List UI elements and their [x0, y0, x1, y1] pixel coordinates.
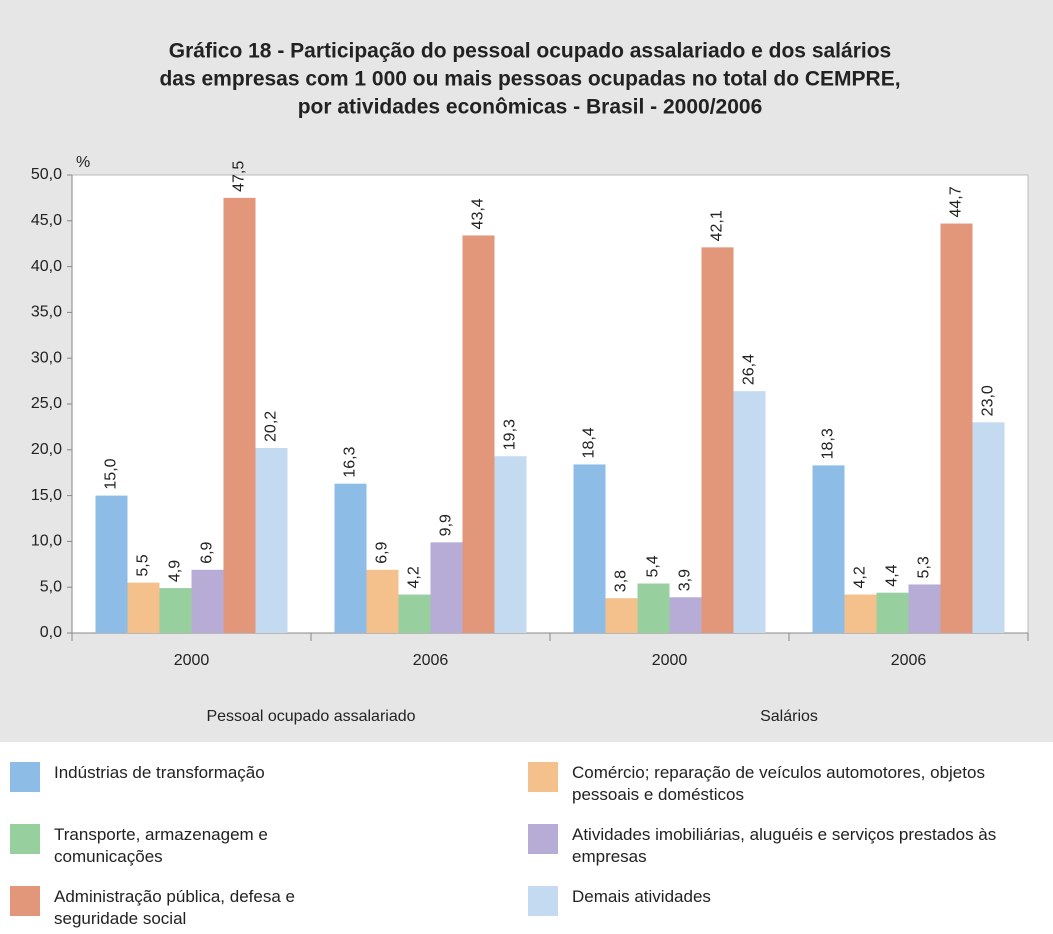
legend-item: Atividades imobiliárias, aluguéis e serv…	[528, 824, 1053, 868]
legend-swatch	[528, 824, 558, 854]
legend-item: Transporte, armazenagem e comunicações	[10, 824, 340, 868]
bar	[605, 598, 638, 633]
bar	[159, 588, 192, 633]
bar	[733, 391, 766, 633]
y-tick-label: 50,0	[31, 166, 62, 183]
y-tick-label: 15,0	[31, 487, 62, 504]
value-label: 3,8	[613, 570, 630, 592]
bar	[430, 542, 463, 633]
legend-label: Transporte, armazenagem e comunicações	[54, 825, 268, 866]
bar	[669, 597, 702, 633]
value-label: 42,1	[709, 210, 726, 241]
bar	[637, 583, 670, 633]
bar	[940, 223, 973, 633]
value-label: 20,2	[263, 411, 280, 442]
x-tick-label: 2006	[891, 652, 927, 669]
y-tick-label: 45,0	[31, 212, 62, 229]
chart-title: Gráfico 18 - Participação do pessoal ocu…	[169, 40, 891, 63]
group-label: Salários	[760, 708, 818, 725]
bar	[127, 582, 160, 633]
y-axis-label: %	[76, 154, 90, 171]
group-label: Pessoal ocupado assalariado	[206, 708, 415, 725]
y-tick-label: 0,0	[40, 624, 62, 641]
bar	[812, 465, 845, 633]
value-label: 23,0	[980, 385, 997, 416]
value-label: 15,0	[103, 458, 120, 489]
value-label: 5,3	[916, 556, 933, 578]
legend-label: Administração pública, defesa e segurida…	[54, 887, 295, 928]
chart: Gráfico 18 - Participação do pessoal ocu…	[0, 0, 1053, 742]
legend-swatch	[10, 824, 40, 854]
value-label: 5,5	[135, 554, 152, 576]
legend-swatch	[528, 886, 558, 916]
bar	[908, 584, 941, 633]
legend-swatch	[10, 886, 40, 916]
legend-item: Comércio; reparação de veículos automoto…	[528, 762, 1053, 806]
value-label: 18,3	[820, 428, 837, 459]
bar	[366, 569, 399, 633]
bar	[573, 464, 606, 633]
bar	[398, 594, 431, 633]
bar	[701, 247, 734, 633]
y-tick-label: 25,0	[31, 395, 62, 412]
x-tick-label: 2000	[652, 652, 688, 669]
x-tick-label: 2000	[174, 652, 210, 669]
bar	[95, 495, 128, 633]
value-label: 9,9	[438, 514, 455, 536]
value-label: 4,9	[167, 560, 184, 582]
value-label: 4,2	[406, 566, 423, 588]
y-tick-label: 20,0	[31, 441, 62, 458]
y-tick-label: 30,0	[31, 349, 62, 366]
value-label: 43,4	[470, 198, 487, 229]
y-tick-label: 10,0	[31, 533, 62, 550]
bar	[191, 569, 224, 633]
value-label: 47,5	[231, 161, 248, 192]
bar	[494, 456, 527, 633]
y-tick-label: 40,0	[31, 258, 62, 275]
bar	[972, 422, 1005, 633]
y-tick-label: 35,0	[31, 304, 62, 321]
value-label: 16,3	[342, 446, 359, 477]
chart-title: das empresas com 1 000 ou mais pessoas o…	[159, 68, 900, 91]
legend-swatch	[528, 762, 558, 792]
bar	[334, 483, 367, 633]
value-label: 19,3	[502, 419, 519, 450]
bar	[255, 447, 288, 633]
value-label: 26,4	[741, 354, 758, 385]
bar	[223, 197, 256, 633]
legend-label: Atividades imobiliárias, aluguéis e serv…	[572, 825, 997, 866]
chart-title: por atividades econômicas - Brasil - 200…	[298, 96, 763, 119]
legend-label: Indústrias de transformação	[54, 763, 265, 782]
legend-item: Indústrias de transformação	[10, 762, 340, 792]
value-label: 6,9	[374, 541, 391, 563]
value-label: 18,4	[581, 427, 598, 458]
bar	[844, 594, 877, 633]
legend-label: Demais atividades	[572, 887, 711, 906]
legend-item: Administração pública, defesa e segurida…	[10, 886, 340, 930]
value-label: 3,9	[677, 569, 694, 591]
value-label: 4,2	[852, 566, 869, 588]
legend-swatch	[10, 762, 40, 792]
value-label: 6,9	[199, 541, 216, 563]
legend-item: Demais atividades	[528, 886, 1053, 916]
bar	[462, 235, 495, 633]
y-tick-label: 5,0	[40, 578, 62, 595]
value-label: 44,7	[948, 186, 965, 217]
x-tick-label: 2006	[413, 652, 449, 669]
value-label: 4,4	[884, 564, 901, 586]
value-label: 5,4	[645, 555, 662, 577]
legend-label: Comércio; reparação de veículos automoto…	[572, 763, 985, 804]
bar	[876, 592, 909, 633]
